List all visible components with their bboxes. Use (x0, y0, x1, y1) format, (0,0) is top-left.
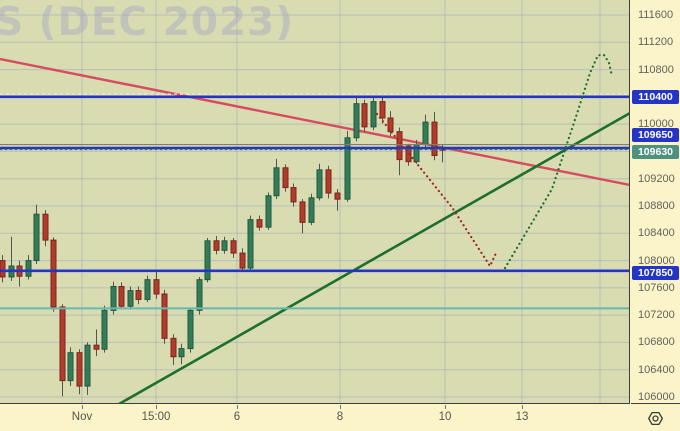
price-axis-label: 108400 (638, 227, 675, 240)
candle-down (361, 103, 368, 128)
candle-down (50, 239, 57, 308)
candle-up (33, 213, 40, 262)
candle-down (230, 240, 237, 254)
candle-down (42, 213, 49, 241)
candle-down (256, 219, 263, 228)
time-axis-label: 13 (515, 411, 529, 423)
price-scale-settings-button[interactable] (631, 405, 680, 431)
price-axis-label: 108000 (638, 254, 675, 267)
candle-up (308, 197, 315, 223)
time-axis-tick (445, 405, 446, 409)
time-axis-tick (522, 405, 523, 409)
candle-up (101, 309, 108, 350)
candle-down (213, 240, 220, 251)
time-axis-label: Nov (71, 411, 93, 423)
candle-up (110, 285, 117, 311)
candle-up (84, 344, 91, 387)
candle-up (316, 169, 323, 199)
projected-rally-dotted-line[interactable] (503, 53, 614, 270)
time-axis-tick (82, 405, 83, 409)
candle-down (59, 306, 66, 382)
candle-down (325, 169, 332, 194)
candle-down (282, 167, 289, 189)
candle-up (196, 279, 203, 311)
candle-up (247, 219, 254, 269)
candle-up (344, 137, 351, 200)
price-axis-label: 111600 (638, 9, 674, 21)
price-axis-label: 106400 (638, 363, 675, 376)
time-axis-label: 8 (336, 411, 344, 423)
ascending-support-trendline[interactable] (105, 112, 630, 404)
candle-down (299, 201, 306, 223)
candle-down (135, 290, 142, 300)
candle-up (273, 167, 280, 197)
time-axis-label: 6 (233, 411, 241, 423)
candle-down (0, 260, 6, 278)
price-badge-107850[interactable]: 107850 (632, 266, 679, 280)
candle-up (127, 290, 134, 307)
projected-decline-dotted-line[interactable] (375, 112, 499, 268)
candle-down (153, 279, 160, 295)
candle-down (170, 337, 177, 358)
candle-up (221, 240, 228, 251)
price-axis-label: 106800 (638, 336, 675, 349)
price-axis-label: 108800 (638, 200, 675, 212)
candle-down (431, 121, 438, 157)
time-axis-tick (156, 405, 157, 409)
price-axis-label: 107600 (638, 281, 675, 294)
candle-up (422, 121, 429, 146)
candlestick-plot (0, 0, 630, 404)
candle-down (76, 352, 83, 387)
candle-down (93, 344, 100, 350)
candle-up (187, 309, 194, 350)
candle-up (370, 101, 377, 128)
time-axis-tick (237, 405, 238, 409)
time-axis-label: 10 (438, 411, 452, 423)
time-axis-tick (340, 405, 341, 409)
candle-down (334, 192, 341, 200)
candle-up (25, 260, 32, 277)
candle-up (144, 279, 151, 300)
price-axis-label: 110800 (638, 63, 674, 76)
price-axis-label: 107200 (638, 309, 675, 322)
settings-nut-icon (648, 411, 663, 425)
price-axis-label: 111200 (638, 36, 674, 49)
candle-up (353, 103, 360, 139)
descending-resistance-trendline[interactable] (0, 57, 630, 187)
candle-down (290, 187, 297, 203)
price-badge-110400[interactable]: 110400 (632, 90, 679, 104)
candle-down (161, 293, 168, 339)
candle-down (239, 252, 246, 269)
candle-up (178, 348, 185, 358)
candle-down (387, 117, 394, 133)
price-axis[interactable]: 111600 111200 110800 110000 109200 108800 1084… (631, 0, 680, 404)
candle-down (396, 131, 403, 161)
candle-up (204, 240, 211, 281)
candle-up (67, 352, 74, 382)
candle-down (118, 285, 125, 307)
time-axis[interactable]: Nov 15:00 6 8 10 13 (0, 405, 680, 431)
price-chart-pane[interactable]: S (DEC 2023) (0, 0, 630, 404)
time-axis-label: 15:00 (141, 411, 171, 423)
candle-down (379, 101, 386, 119)
price-badge-109650[interactable]: 109650 (632, 128, 679, 142)
price-axis-label: 109200 (638, 172, 675, 185)
price-axis-label: 106000 (638, 391, 675, 403)
price-badge-109630[interactable]: 109630 (632, 145, 679, 159)
candle-up (265, 195, 272, 228)
price-axis-label: 110000 (638, 118, 674, 131)
symbol-watermark: S (DEC 2023) (0, 0, 295, 45)
